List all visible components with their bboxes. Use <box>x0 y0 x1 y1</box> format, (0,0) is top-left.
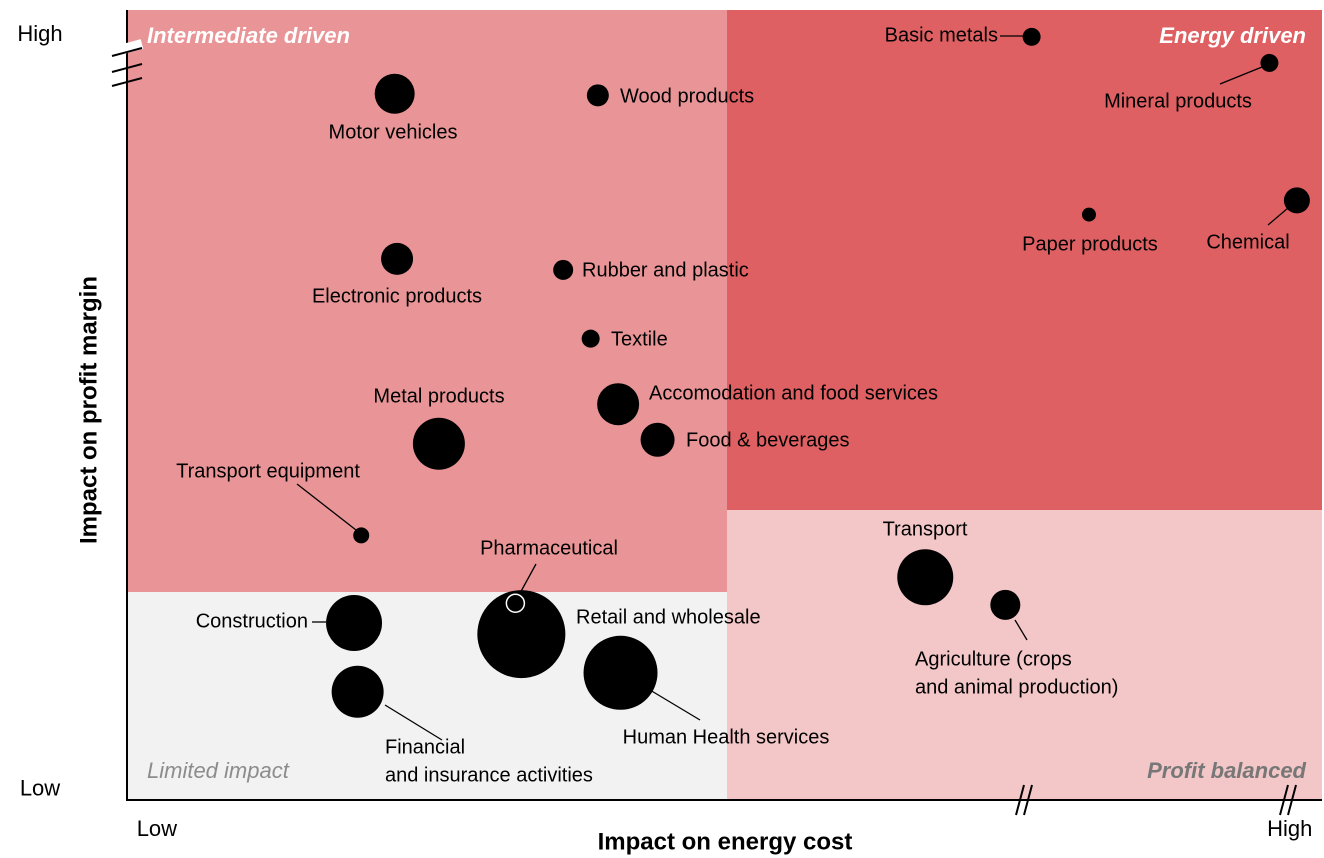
x-axis-title: Impact on energy cost <box>598 828 853 855</box>
bubble <box>1022 27 1041 46</box>
bubble <box>477 590 566 679</box>
bubble-label: Rubber and plastic <box>582 259 749 281</box>
quadrant-profit-balanced <box>727 510 1322 800</box>
bubble <box>586 84 609 107</box>
bubble <box>897 549 954 606</box>
bubble-label: and insurance activities <box>385 764 593 786</box>
quadrant-label: Profit balanced <box>1147 758 1306 783</box>
y-tick-label: High <box>17 21 62 46</box>
bubble <box>583 635 658 710</box>
bubble <box>412 417 465 470</box>
leader-line <box>1219 66 1263 85</box>
bubble-label: Transport <box>883 518 968 540</box>
bubble-label: Paper products <box>1022 233 1158 255</box>
bubble <box>331 665 384 718</box>
bubble-label: Electronic products <box>312 285 482 307</box>
bubble-label: Accomodation and food services <box>649 382 938 404</box>
bubble <box>1081 207 1096 222</box>
bubble-label: Food & beverages <box>686 429 849 451</box>
bubble-label: Construction <box>196 610 308 632</box>
leader-line <box>518 563 537 596</box>
axis-breaks <box>110 39 1297 816</box>
bubble-label: Transport equipment <box>176 460 360 482</box>
bubble-label: Agriculture (crops <box>915 648 1072 670</box>
bubble-label: Financial <box>385 736 465 758</box>
y-axis-title: Impact on profit margin <box>75 276 102 544</box>
bubble-label: Motor vehicles <box>329 121 458 143</box>
bubble-label: and animal production) <box>915 676 1118 698</box>
bubble-label: Human Health services <box>623 726 830 748</box>
bubble <box>990 589 1021 620</box>
bubble <box>1283 187 1310 214</box>
bubble-label: Wood products <box>620 85 754 107</box>
bubble <box>640 422 675 457</box>
bubble <box>353 527 370 544</box>
leader-line <box>1014 619 1028 641</box>
bubble-label: Chemical <box>1206 231 1289 253</box>
bubble <box>505 593 526 614</box>
x-tick-label: Low <box>137 816 177 841</box>
quadrant-label: Intermediate driven <box>147 23 350 48</box>
bubble <box>381 242 414 275</box>
y-tick-label: Low <box>20 776 60 801</box>
leader-line <box>1267 207 1289 226</box>
bubble-label: Mineral products <box>1104 90 1252 112</box>
bubble <box>1260 53 1279 72</box>
x-tick-label: High <box>1267 816 1312 841</box>
bubble <box>326 595 383 652</box>
leader-line <box>296 483 357 531</box>
quadrant-intermediate <box>127 10 727 592</box>
bubble-label: Pharmaceutical <box>480 537 618 559</box>
bubble <box>553 259 574 280</box>
quadrant-energy <box>727 10 1322 510</box>
quadrant-label: Limited impact <box>147 758 290 783</box>
bubble <box>374 73 415 114</box>
leader-line <box>384 704 443 741</box>
bubble-label: Metal products <box>373 385 504 407</box>
bubble-label: Textile <box>611 328 668 350</box>
leader-line <box>649 689 701 721</box>
bubble <box>597 383 640 426</box>
bubble-label: Retail and wholesale <box>576 606 761 628</box>
quadrant-label: Energy driven <box>1159 23 1306 48</box>
bubble-label: Basic metals <box>885 24 998 46</box>
bubble <box>581 329 600 348</box>
